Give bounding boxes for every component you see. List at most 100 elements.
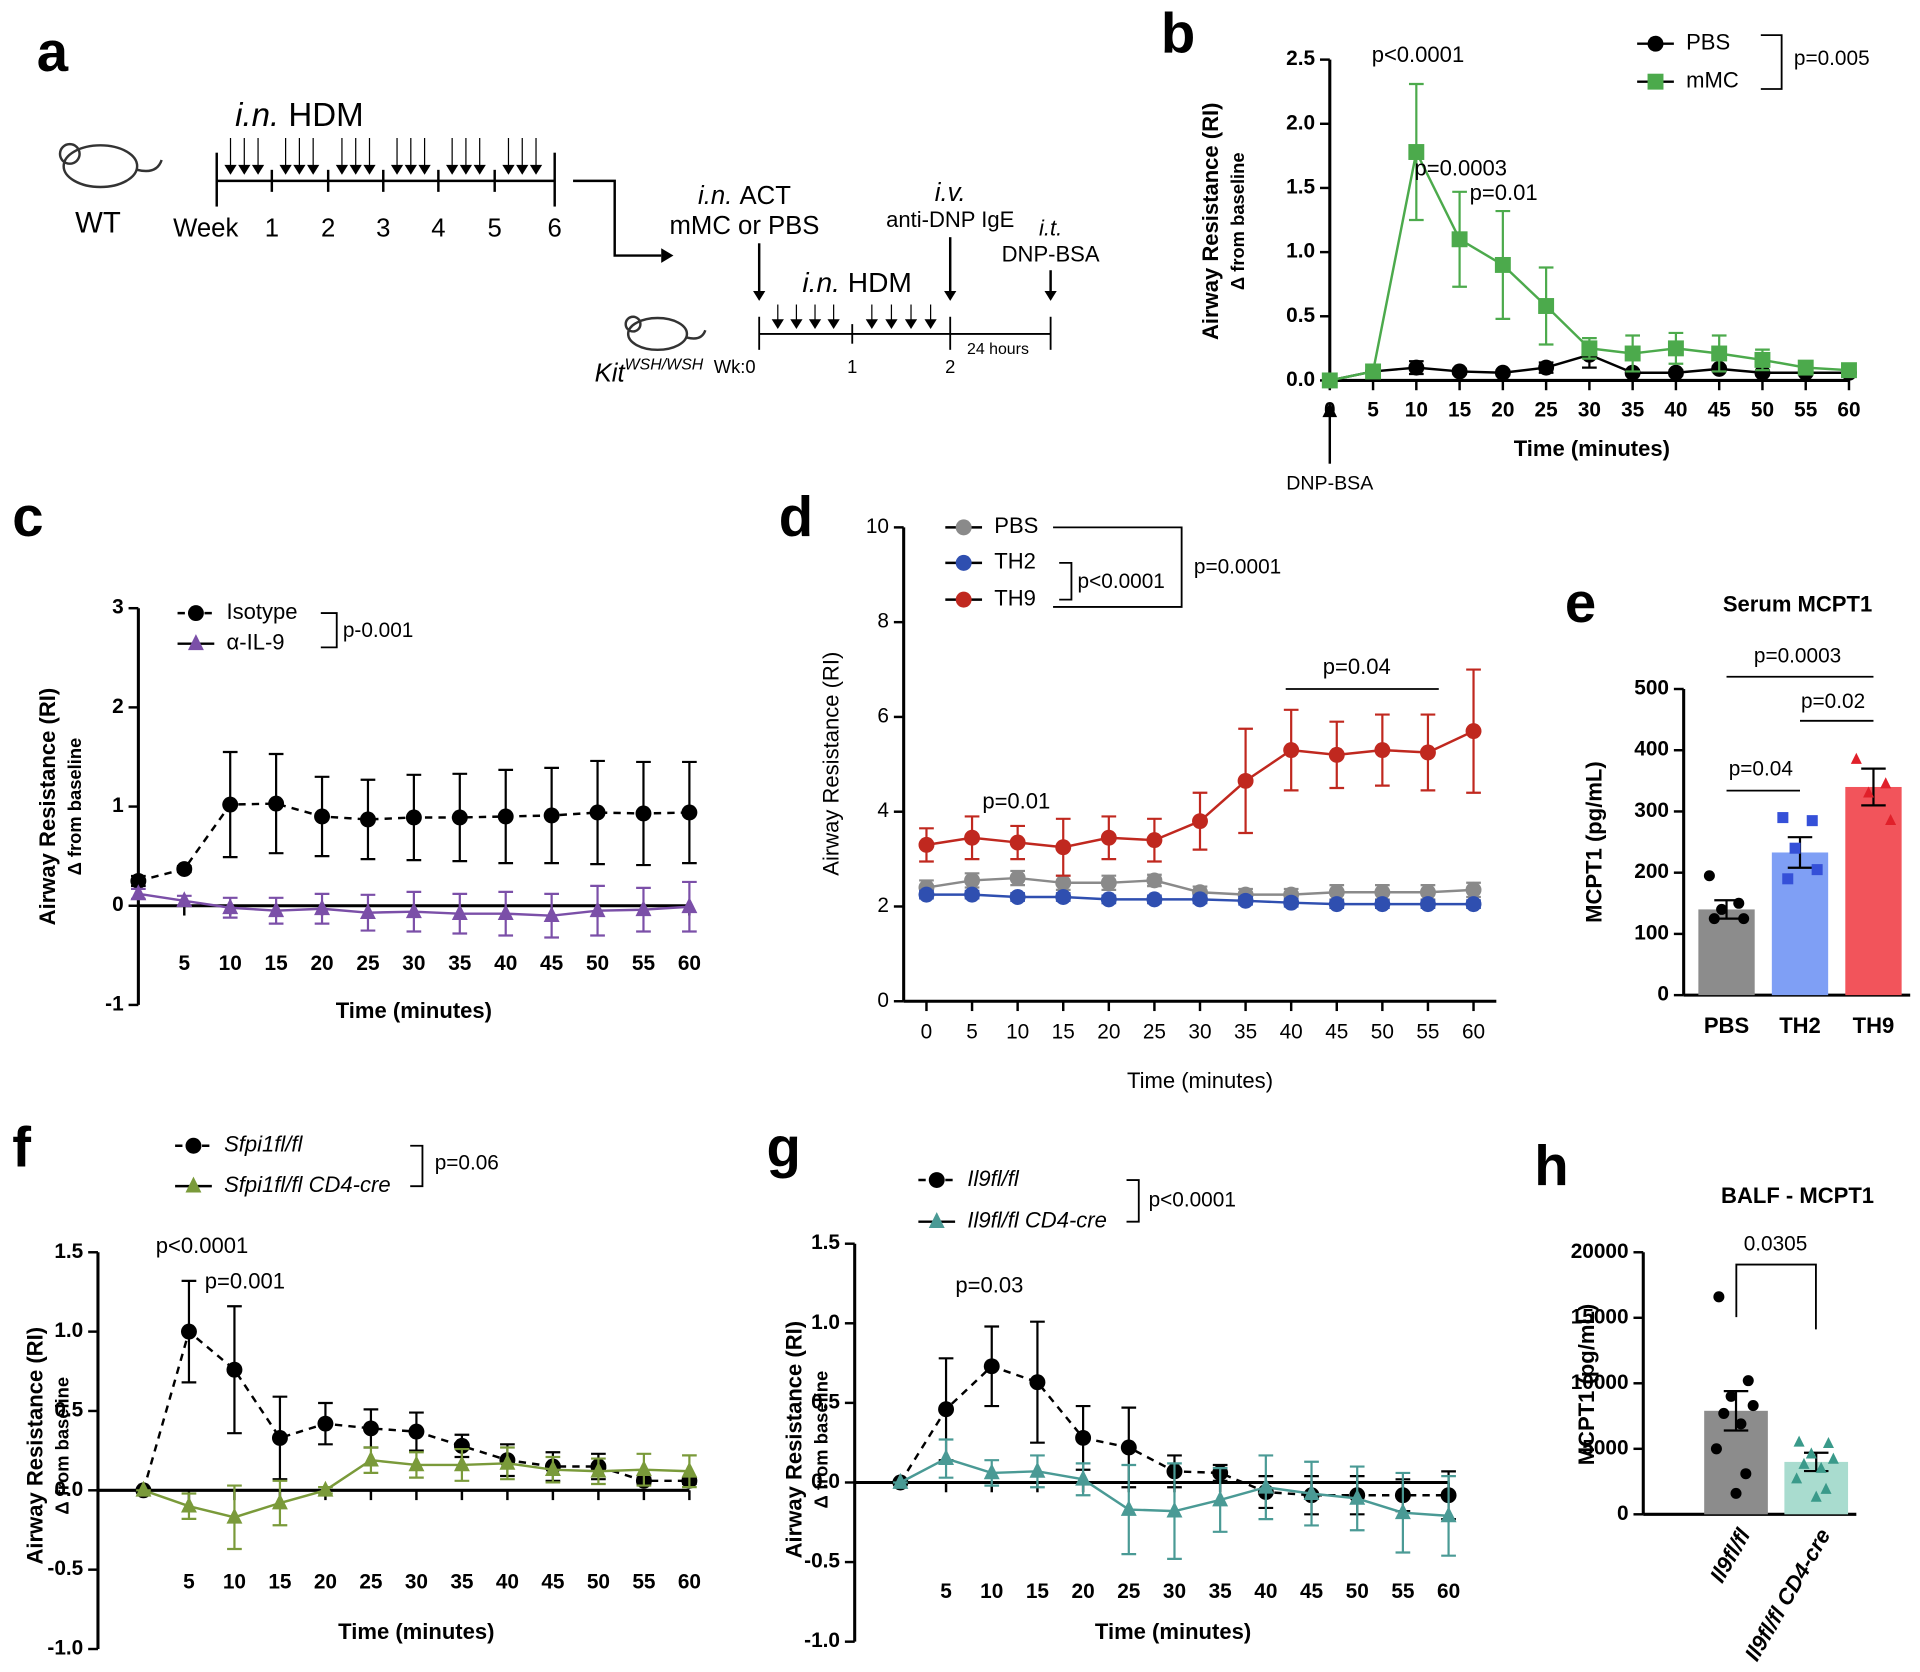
strain: KitWSH/WSH: [595, 357, 704, 387]
marker: [1465, 896, 1482, 913]
marker: [928, 1212, 945, 1229]
marker: [1283, 742, 1300, 759]
x-tick-label: 40: [1254, 1580, 1277, 1603]
agent: HDM: [848, 267, 912, 298]
arrowhead: [753, 291, 766, 301]
it-route: i.t.: [1039, 216, 1062, 241]
arrowhead: [390, 164, 404, 175]
week-tick-label: 5: [488, 215, 502, 243]
legend-label: PBS: [1686, 30, 1730, 55]
marker: [635, 900, 652, 917]
x-tick-label: 20: [1097, 1021, 1120, 1044]
marker: [955, 591, 972, 608]
x-tick-label: 45: [1300, 1580, 1323, 1603]
x-tick-label: 25: [1143, 1021, 1166, 1044]
comparison: p=0.04: [1729, 757, 1793, 780]
y-tick-label: 10000: [1571, 1371, 1629, 1394]
week-label: Week: [173, 215, 238, 243]
marker: [451, 809, 468, 826]
y-axis-label: Δ from baseline: [64, 738, 85, 876]
marker: [1716, 903, 1728, 915]
panel-letter: c: [12, 485, 43, 548]
x-tick-label: 50: [586, 952, 609, 975]
marker: [1494, 364, 1511, 381]
x-tick-label: 55: [1416, 1021, 1439, 1044]
mouse-icon: [58, 142, 163, 189]
x-tick-label: PBS: [1704, 1013, 1749, 1038]
y-axis-label: MCPT1 (pg/mL): [1581, 761, 1606, 923]
y-tick-label: 100: [1634, 921, 1669, 944]
arrowhead: [808, 319, 822, 330]
x-tick-label: TH2: [1779, 1013, 1821, 1038]
marker: [1146, 872, 1163, 889]
marker: [1624, 345, 1641, 362]
x-tick-label: Il9fl/fl CD4-cre: [1740, 1524, 1836, 1665]
arrowhead: [944, 291, 957, 301]
marker: [1120, 1439, 1137, 1456]
marker: [1009, 834, 1026, 851]
bracket: [320, 612, 338, 649]
chart: 0 100 200 300 400 500 MCPT1 (pg/mL) Serum MCPT1…: [1581, 592, 1911, 1038]
marker: [176, 891, 193, 908]
marker: [543, 807, 560, 824]
y-tick-label: 1.5: [54, 1240, 83, 1263]
marker: [1212, 1490, 1229, 1507]
x-tick-label: 55: [1391, 1580, 1414, 1603]
marker: [1029, 1374, 1046, 1391]
y-axis-label: MCPT1 (pg/mL): [1574, 1304, 1599, 1466]
arrowhead: [771, 319, 784, 330]
marker: [1365, 363, 1382, 380]
arrowhead: [307, 164, 320, 175]
y-tick-label: 0.5: [54, 1398, 83, 1421]
arrowhead: [251, 164, 265, 175]
arrowhead: [790, 319, 803, 330]
x-tick-label: 50: [1346, 1580, 1369, 1603]
marker: [1055, 874, 1072, 891]
x-tick-label: 40: [1280, 1021, 1303, 1044]
x-tick-label: 5: [940, 1580, 952, 1603]
marker: [1735, 1418, 1747, 1430]
marker: [1667, 340, 1684, 357]
panel-letter: a: [37, 20, 69, 83]
week-tick-label: 4: [431, 215, 445, 243]
marker: [1100, 874, 1117, 891]
marker: [1328, 884, 1345, 901]
y-tick-label: 400: [1634, 738, 1669, 761]
marker: [1733, 897, 1745, 909]
marker: [1451, 231, 1468, 248]
marker: [1075, 1429, 1092, 1446]
marker: [1146, 832, 1163, 849]
marker: [1009, 870, 1026, 887]
arrowhead: [446, 164, 459, 175]
annotation: p=0.03: [955, 1272, 1023, 1297]
marker: [918, 836, 935, 853]
marker: [892, 1472, 909, 1489]
chart: 0.00.51.01.52.02.50510152025303540455055…: [1198, 30, 1870, 495]
gene: Kit: [595, 359, 627, 387]
marker: [1408, 359, 1425, 376]
arrowhead: [349, 164, 362, 175]
x-tick-label: 10: [980, 1580, 1003, 1603]
marker: [497, 904, 514, 921]
marker: [497, 808, 514, 825]
y-tick-label: 300: [1634, 799, 1669, 822]
x-tick-label: 25: [1535, 399, 1558, 422]
x-tick-label: 60: [1437, 1580, 1460, 1603]
marker: [1419, 744, 1436, 761]
marker: [1009, 889, 1026, 905]
annotation: p=0.01: [1470, 180, 1538, 205]
y-tick-label: 0.0: [54, 1478, 83, 1501]
marker: [1710, 1443, 1722, 1455]
x-tick-label: 15: [1448, 399, 1471, 422]
marker: [1328, 746, 1345, 763]
marker: [362, 1450, 379, 1467]
marker: [918, 886, 935, 903]
marker: [1820, 1482, 1832, 1494]
x-tick-label: 30: [1578, 399, 1601, 422]
marker: [938, 1449, 955, 1465]
x-tick-label: 40: [1664, 399, 1687, 422]
marker: [1647, 35, 1664, 52]
panel-a: a WT i.n. HDM Week i.n. ACT mMC or PBS i…: [37, 20, 1100, 387]
x-tick-label: 15: [268, 1570, 291, 1593]
